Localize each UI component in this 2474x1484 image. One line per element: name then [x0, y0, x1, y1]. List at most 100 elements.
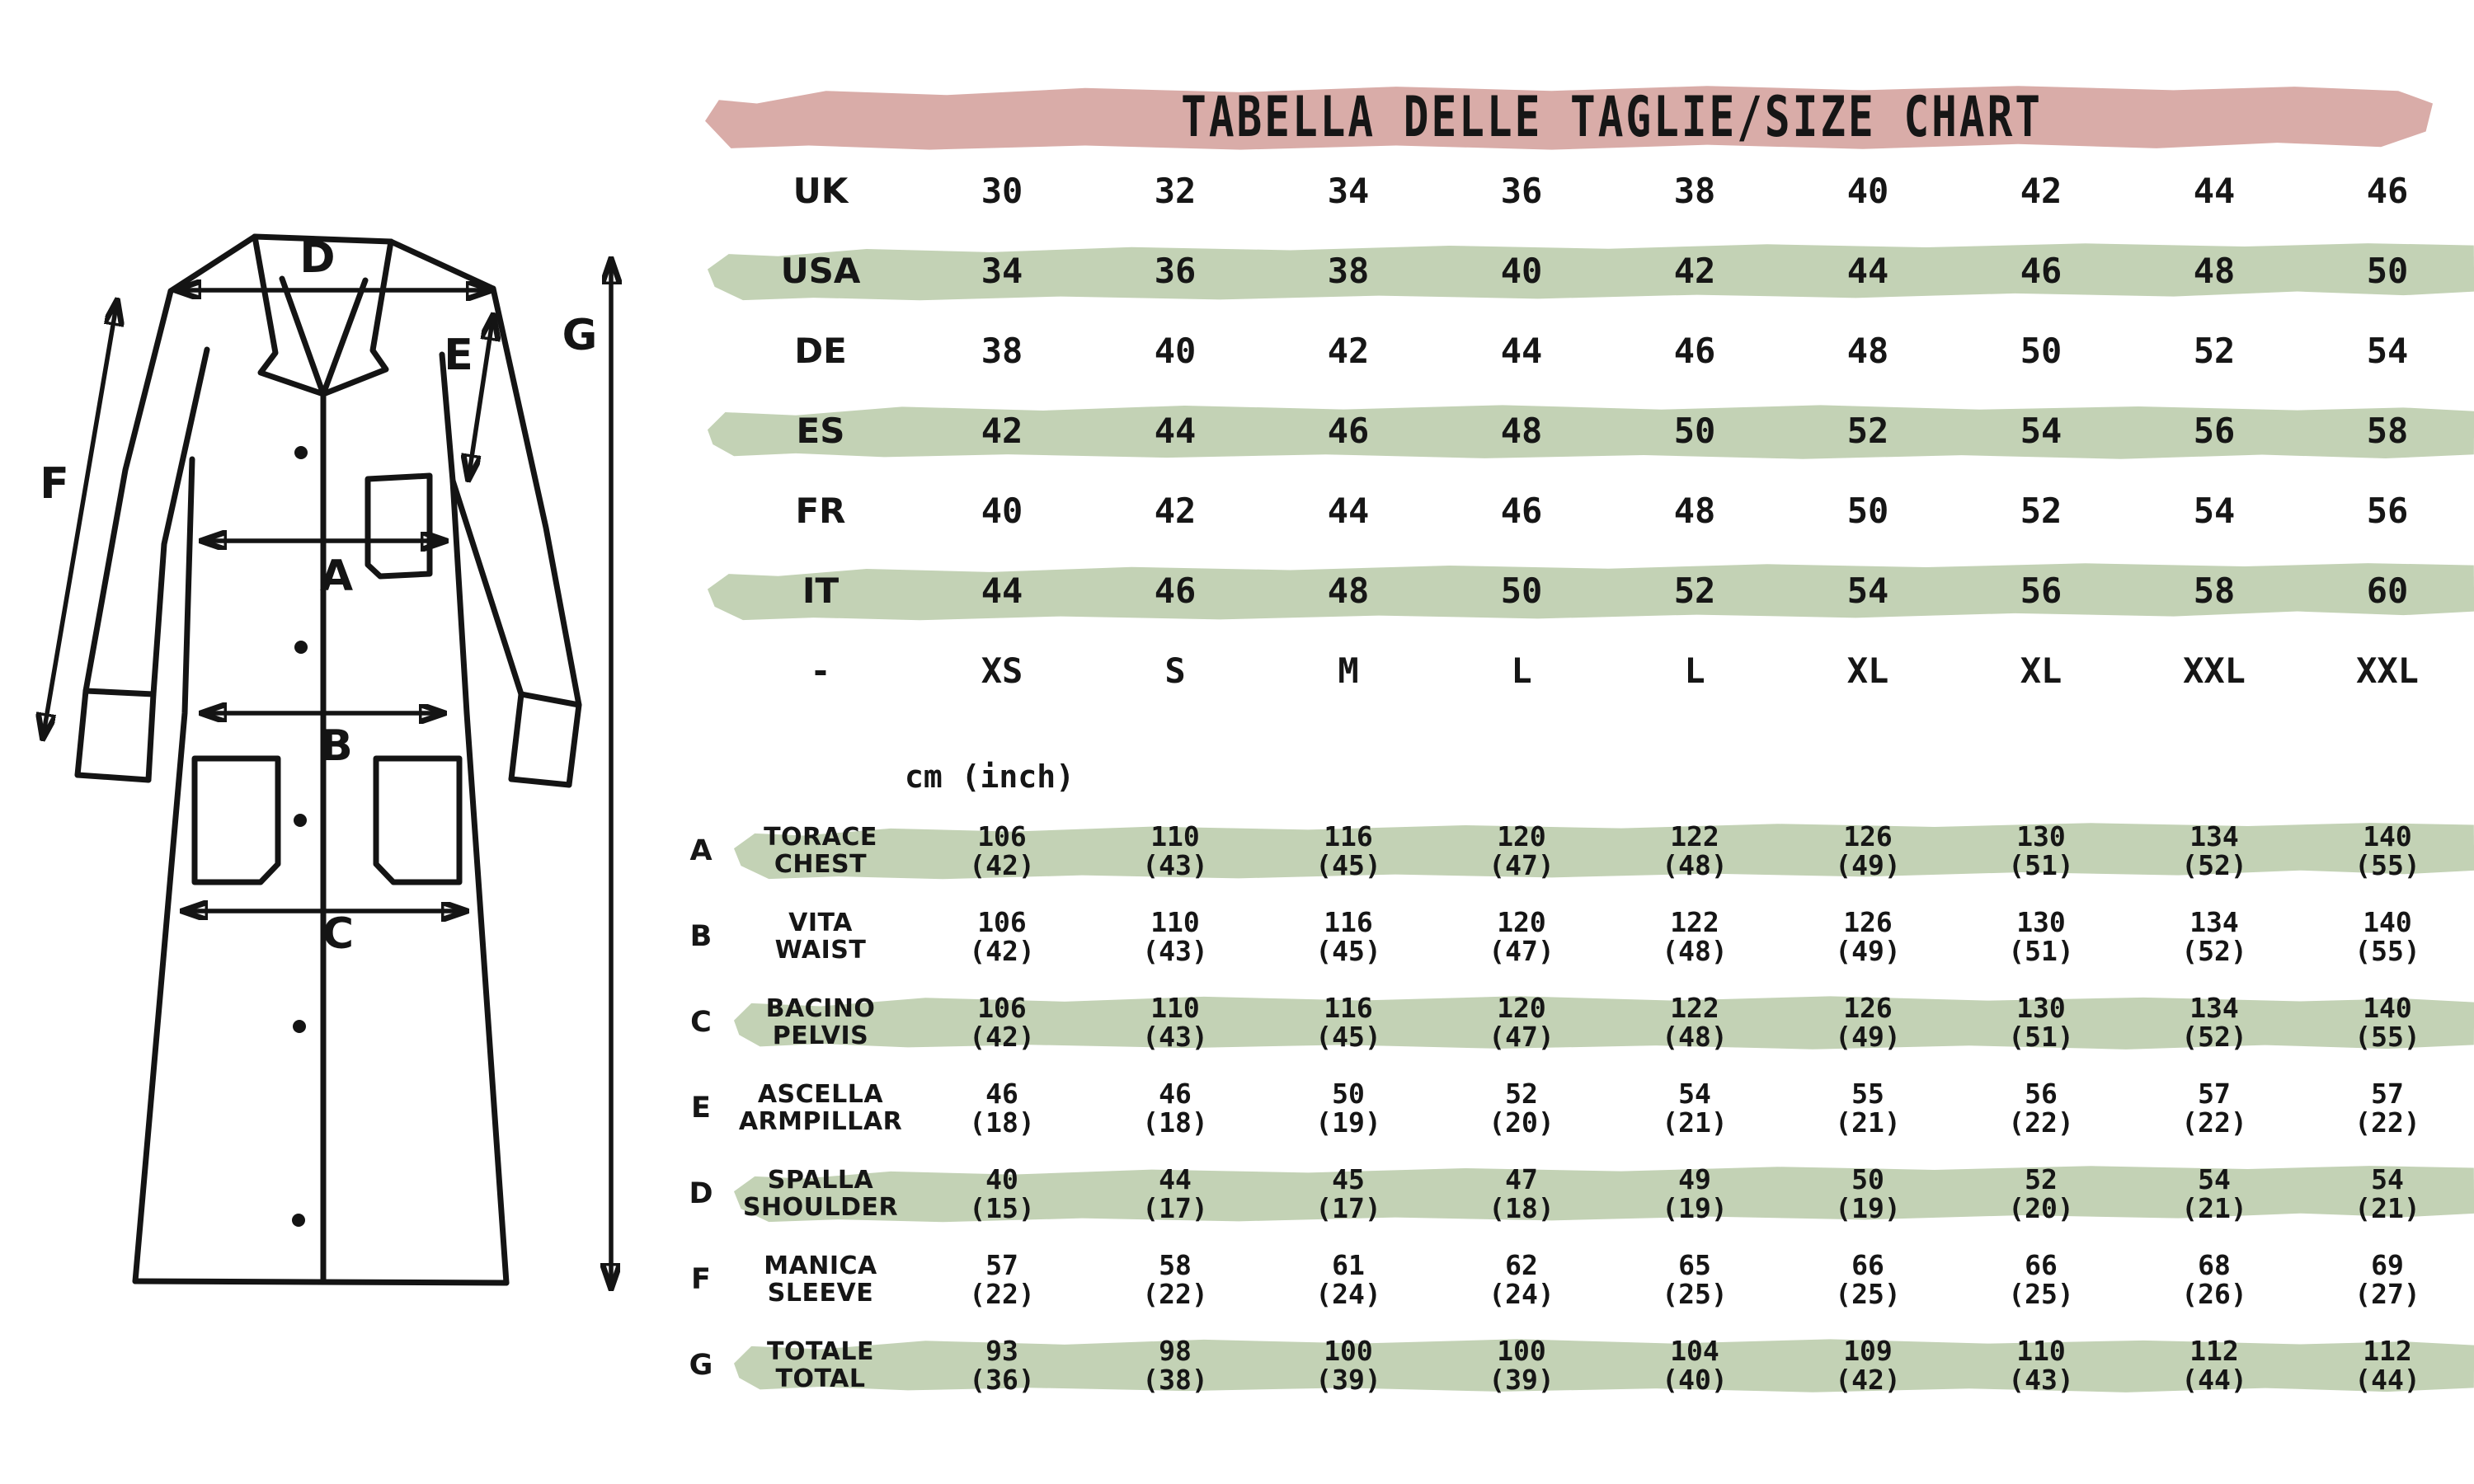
measure-value-line: (22) [2008, 1106, 2074, 1139]
size-value: 48 [2193, 251, 2236, 292]
measure-value: 61 (24) [1262, 1237, 1435, 1322]
measure-value-line: (51) [2008, 1021, 2074, 1053]
measure-value-line: (22) [2354, 1106, 2420, 1139]
size-value: XXL [2183, 650, 2246, 692]
measure-value-line: (48) [1662, 849, 1728, 881]
measure-value-line: 120 [1497, 820, 1546, 852]
measure-value-line: 122 [1670, 820, 1719, 852]
measure-value-line: 54 [2371, 1163, 2404, 1195]
measure-value-line: 56 [2025, 1078, 2058, 1110]
measure-value-line: (18) [1489, 1192, 1554, 1224]
measure-value: 130 (51) [1954, 808, 2128, 894]
size-conversion-table: UK 30 32 34 36 38 40 42 44 46 USA 34 36 38 40 42 44 46 48 5… [676, 152, 2474, 711]
measure-label: TOTALE TOTAL [726, 1322, 915, 1408]
measure-value-line: 100 [1497, 1335, 1546, 1367]
size-value: 50 [1846, 491, 1889, 532]
size-value: 40 [1154, 331, 1197, 372]
size-row-es: ES 42 44 46 48 50 52 54 56 58 [676, 392, 2474, 472]
measure-label-line: TOTAL [775, 1364, 866, 1393]
measure-value-line: (17) [1142, 1192, 1208, 1224]
size-region-label: UK [793, 171, 849, 212]
buttons [292, 446, 308, 1227]
size-value: 44 [981, 571, 1023, 612]
size-value: 42 [1327, 331, 1370, 372]
size-value: L [1684, 650, 1705, 692]
size-value: 34 [981, 251, 1023, 292]
size-value: 46 [2020, 251, 2062, 292]
measure-label-line: TOTALE [767, 1337, 874, 1366]
label-a: A [320, 552, 353, 601]
measure-value-line: (45) [1315, 849, 1381, 881]
label-g: G [562, 311, 598, 360]
label-b: B [320, 721, 353, 771]
measure-label: TORACE CHEST [726, 808, 915, 894]
row-letter [676, 152, 726, 232]
measure-value: 66 (25) [1781, 1237, 1954, 1322]
measure-value-line: (47) [1489, 1021, 1554, 1053]
size-value: XL [1846, 650, 1889, 692]
measure-value-line: (55) [2354, 935, 2420, 967]
size-value: S [1164, 650, 1186, 692]
measure-value-line: (26) [2181, 1278, 2247, 1310]
measure-value: 140 (55) [2301, 979, 2474, 1065]
measure-value-line: (39) [1489, 1364, 1554, 1396]
measurement-row-a: A TORACE CHEST 106 (42) 110 (43) 116 (45) 120 (47)… [676, 808, 2474, 894]
measure-value: 57 (22) [2301, 1065, 2474, 1151]
size-region-label: - [813, 650, 828, 692]
measure-value-line: 66 [2025, 1249, 2058, 1281]
measure-value: 46 (18) [1089, 1065, 1262, 1151]
measure-label: ASCELLA ARMPILLAR [726, 1065, 915, 1151]
measure-value-line: (44) [2181, 1364, 2247, 1396]
measure-value-line: 100 [1324, 1335, 1373, 1367]
measure-value: 122 (48) [1608, 894, 1781, 979]
measure-letter: C [690, 1005, 712, 1039]
measure-value: 45 (17) [1262, 1151, 1435, 1237]
measure-value-line: 110 [1150, 992, 1200, 1024]
size-region-label: IT [802, 571, 840, 612]
size-value: 42 [1673, 251, 1716, 292]
unit-note: cm (inch) [905, 758, 1075, 795]
measure-value: 98 (38) [1089, 1322, 1262, 1408]
measure-value: 54 (21) [1608, 1065, 1781, 1151]
size-value: 54 [2193, 491, 2236, 532]
measure-value-line: (52) [2181, 849, 2247, 881]
measurement-table: A TORACE CHEST 106 (42) 110 (43) 116 (45) 120 (47)… [676, 808, 2474, 1408]
measure-value-line: (49) [1835, 849, 1901, 881]
measure-value: 110 (43) [1089, 808, 1262, 894]
page-title-text: TABELLA DELLE TAGLIE/SIZE CHART [1181, 85, 2044, 150]
size-region-label: DE [794, 331, 847, 372]
size-value: M [1338, 650, 1359, 692]
size-region-label: FR [795, 491, 846, 532]
measure-value: 116 (45) [1262, 808, 1435, 894]
measure-value-line: 55 [1851, 1078, 1884, 1110]
size-value: 54 [1846, 571, 1889, 612]
size-value: 44 [2193, 171, 2236, 212]
size-value: 46 [1154, 571, 1197, 612]
measure-value-line: 106 [977, 820, 1027, 852]
measure-value-line: (27) [2354, 1278, 2420, 1310]
title-banner-brush [705, 86, 2433, 150]
measure-value-line: 120 [1497, 992, 1546, 1024]
measure-value-line: (19) [1662, 1192, 1728, 1224]
measure-label-line: SLEEVE [767, 1279, 874, 1308]
measure-value-line: 66 [1851, 1249, 1884, 1281]
measure-value: 122 (48) [1608, 808, 1781, 894]
size-value: L [1511, 650, 1532, 692]
size-value: 32 [1154, 171, 1197, 212]
size-row-usa: USA 34 36 38 40 42 44 46 48 50 [676, 232, 2474, 312]
measure-value: 109 (42) [1781, 1322, 1954, 1408]
measure-value: 54 (21) [2128, 1151, 2301, 1237]
measure-value: 50 (19) [1781, 1151, 1954, 1237]
size-value: 52 [1673, 571, 1716, 612]
measure-value-line: (52) [2181, 1021, 2247, 1053]
measure-value: 120 (47) [1435, 894, 1608, 979]
measure-value-line: (49) [1835, 1021, 1901, 1053]
measure-value-line: (21) [2354, 1192, 2420, 1224]
size-value: 58 [2193, 571, 2236, 612]
size-value: 46 [2366, 171, 2409, 212]
size-value: XXL [2356, 650, 2419, 692]
row-letter [676, 392, 726, 472]
measure-value: 106 (42) [915, 808, 1089, 894]
measure-value-line: (51) [2008, 935, 2074, 967]
measure-value: 50 (19) [1262, 1065, 1435, 1151]
